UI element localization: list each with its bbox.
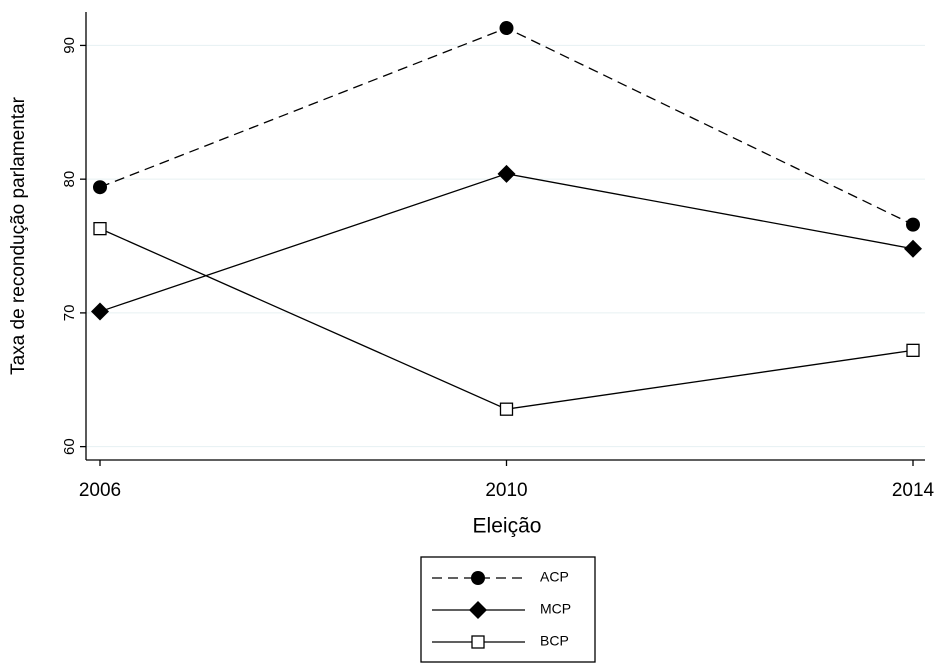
data-point: [499, 21, 514, 36]
legend-box: [420, 556, 596, 663]
data-point: [499, 402, 514, 416]
legend-label: BCP: [540, 633, 569, 649]
series-line: [99, 228, 914, 410]
x-axis-title: Eleição: [473, 515, 542, 538]
data-point: [904, 239, 922, 258]
x-tick-label: 2006: [79, 480, 121, 501]
data-point: [93, 180, 107, 195]
y-tick-label: 80: [61, 171, 78, 188]
data-point: [906, 217, 920, 232]
y-tick-label: 60: [61, 438, 78, 455]
y-axis-title: Taxa de recondução parlamentar: [8, 96, 29, 374]
x-tick-label: 2010: [485, 480, 527, 501]
legend-label: MCP: [540, 601, 571, 617]
series-line: [99, 27, 914, 226]
data-point: [497, 164, 516, 183]
legend-marker: [471, 635, 485, 649]
y-tick-label: 90: [61, 37, 78, 54]
y-tick-label: 70: [61, 305, 78, 322]
series-line: [99, 173, 914, 313]
legend-label: ACP: [540, 569, 569, 585]
data-point: [91, 302, 109, 321]
x-tick-label: 2014: [892, 480, 935, 501]
data-point: [93, 221, 107, 236]
legend-marker: [469, 601, 487, 619]
data-point: [906, 343, 920, 357]
legend-marker: [471, 571, 485, 585]
